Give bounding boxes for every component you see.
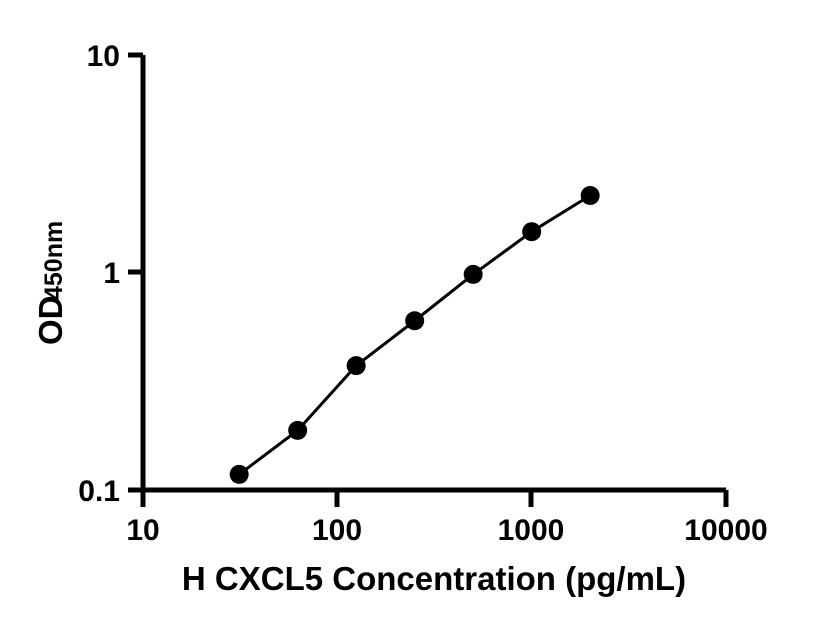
y-axis-title-sub: 450nm [40,221,68,300]
x-axis-title: H CXCL5 Concentration (pg/mL) [182,560,686,597]
chart-axes [140,55,726,493]
data-point [346,356,366,376]
data-point [229,464,249,484]
x-tick-label-100: 100 [312,514,362,547]
data-point [522,222,542,242]
x-tick-label-10000: 10000 [684,514,767,547]
data-point [288,420,308,440]
x-tick-label-10: 10 [126,514,159,547]
y-axis-title-main: OD [32,296,69,346]
data-point [405,311,425,331]
y-tick-label-10: 10 [87,40,120,73]
y-tick-label-0-1: 0.1 [78,475,120,508]
data-point [463,264,483,284]
x-axis-ticks [140,490,729,507]
data-point [580,185,600,205]
series-markers-standard-curve [229,185,600,484]
x-tick-label-1000: 1000 [498,514,565,547]
y-tick-label-1: 1 [103,257,120,290]
y-axis-title: OD 450nm [32,221,69,345]
x-axis-tick-labels: 10 100 1000 10000 [126,514,767,547]
y-axis-tick-labels: 10 1 0.1 [78,40,120,508]
